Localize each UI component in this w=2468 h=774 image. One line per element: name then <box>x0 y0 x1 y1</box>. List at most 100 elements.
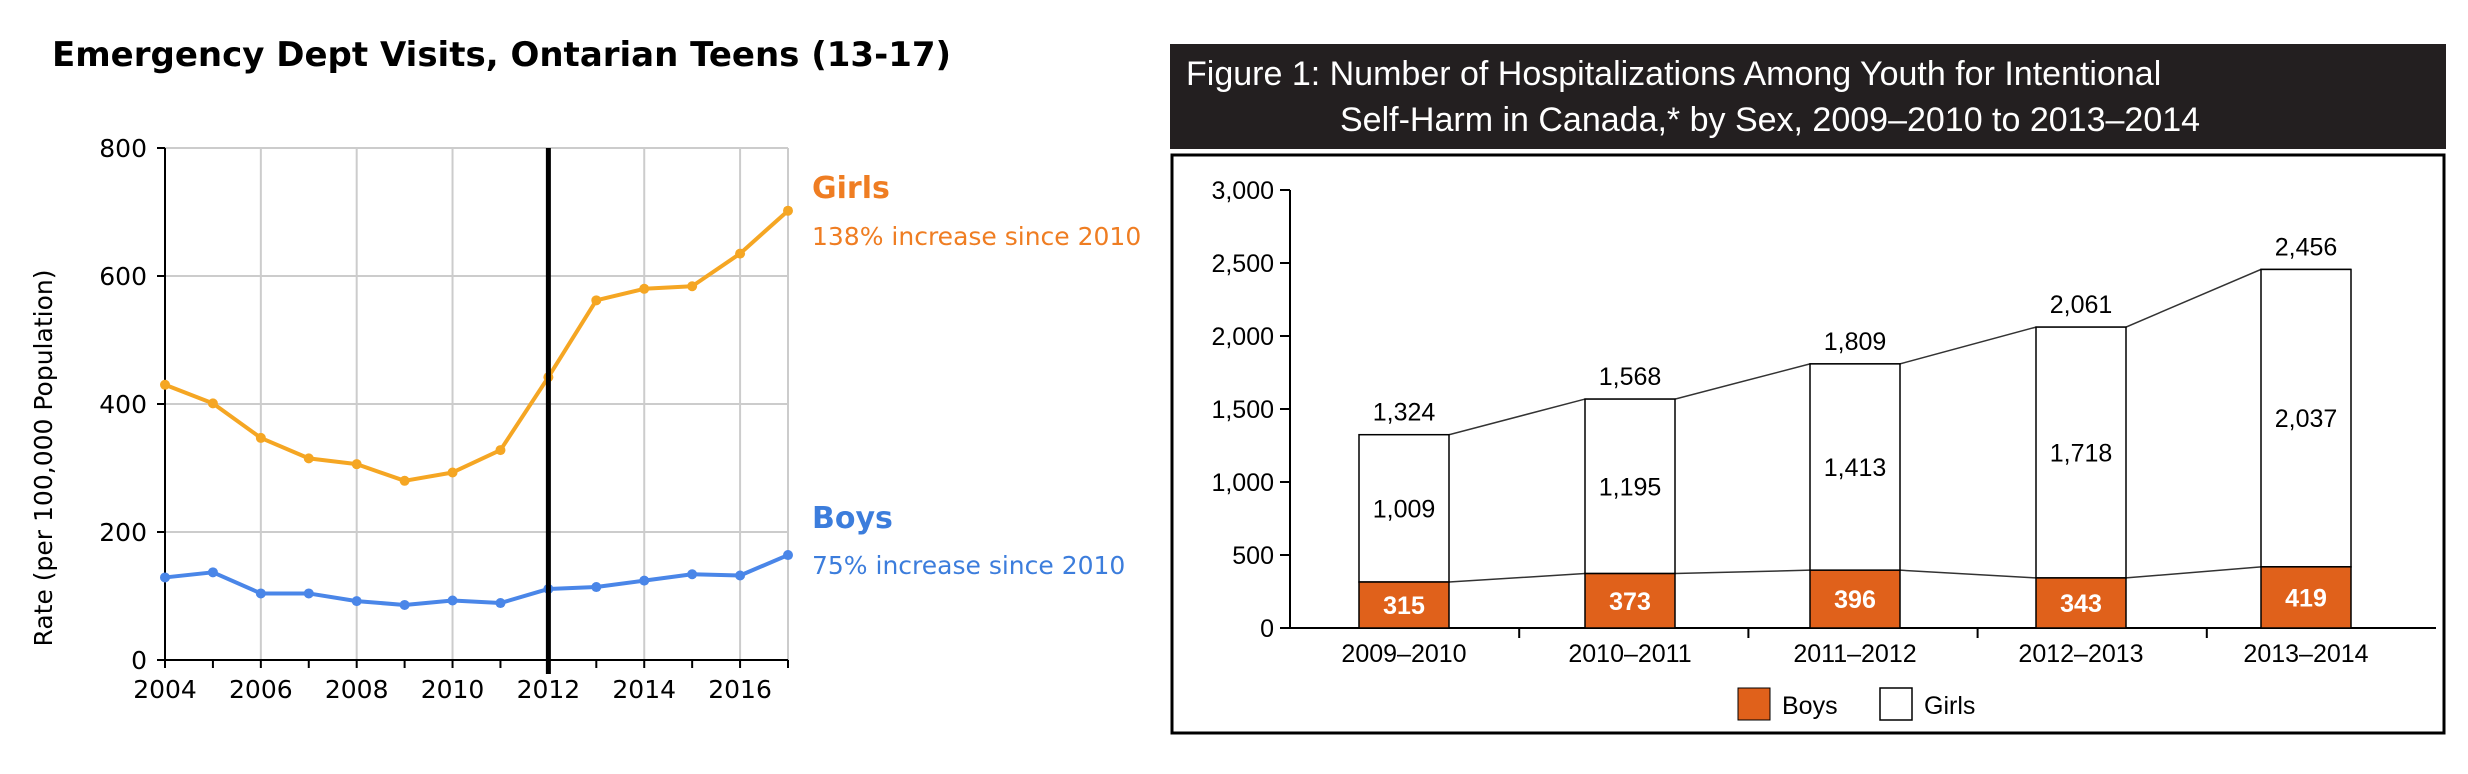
figure-title-line-2: Self-Harm in Canada,* by Sex, 2009–2010 … <box>1340 101 2200 139</box>
girls-point-2017 <box>783 205 793 216</box>
girls-increase-note: 138% increase since 2010 <box>812 222 1141 251</box>
right-x-tick-label-4: 2013–2014 <box>2243 640 2368 668</box>
girls-point-2010 <box>447 467 458 478</box>
bar-girls-label-2: 1,413 <box>1824 454 1887 482</box>
bar-total-label-4: 2,456 <box>2275 233 2338 261</box>
right-bars <box>1358 268 2352 629</box>
right-x-tick-label-0: 2009–2010 <box>1341 640 1466 668</box>
left-y-tick-label-800: 800 <box>99 134 147 163</box>
hospitalizations-bar-chart: Figure 1: Number of Hospitalizations Amo… <box>1170 44 2446 735</box>
left-x-tick-label-2010: 2010 <box>421 675 485 704</box>
girls-point-2016 <box>735 248 746 259</box>
left-grid <box>164 147 789 661</box>
legend-label-boys: Boys <box>1782 692 1838 720</box>
left-y-tick-label-200: 200 <box>99 518 147 547</box>
bar-boys-2 <box>1809 569 1901 629</box>
bar-boys-label-0: 315 <box>1383 592 1425 620</box>
right-x-tick-label-2: 2011–2012 <box>1793 640 1916 668</box>
ed-visits-line-chart: Emergency Dept Visits, Ontarian Teens (1… <box>29 35 1141 704</box>
right-bar-labels: 1,324 1,009 315 1,568 1,195 373 1,809 1,413 396 2… <box>1373 233 2338 620</box>
girls-point-2009 <box>399 475 410 486</box>
girls-point-2014 <box>639 283 650 294</box>
bar-girls-label-3: 1,718 <box>2050 440 2113 468</box>
right-x-tick-labels: 2009–2010 2010–2011 2011–2012 2012–2013 2013… <box>1341 640 2368 668</box>
bar-boys-label-2: 396 <box>1834 586 1876 614</box>
bar-girls-label-1: 1,195 <box>1599 473 1662 501</box>
boys-point-2004 <box>160 572 170 583</box>
left-x-tick-label-2014: 2014 <box>612 675 676 704</box>
left-y-axis-label: Rate (per 100,000 Population) <box>29 270 58 647</box>
left-x-tick-label-2006: 2006 <box>229 675 293 704</box>
bar-girls-label-4: 2,037 <box>2275 405 2338 433</box>
girls-point-2005 <box>207 398 218 409</box>
bar-boys-label-1: 373 <box>1609 588 1651 616</box>
boys-point-2010 <box>447 595 458 606</box>
legend-label-girls: Girls <box>1924 692 1975 720</box>
bar-boys-label-3: 343 <box>2060 590 2102 618</box>
left-x-tick-label-2004: 2004 <box>133 675 197 704</box>
boys-increase-note: 75% increase since 2010 <box>812 551 1125 580</box>
bar-boys-0 <box>1358 581 1450 629</box>
legend-swatch-boys <box>1737 687 1771 721</box>
girls-point-2006 <box>255 432 266 443</box>
bar-boys-1 <box>1584 572 1676 629</box>
figure-title-line-1: Figure 1: Number of Hospitalizations Amo… <box>1186 55 2161 93</box>
boys-point-2016 <box>735 570 746 581</box>
boys-point-2008 <box>351 596 362 607</box>
figure-frame <box>1170 153 2446 735</box>
left-y-tick-label-400: 400 <box>99 390 147 419</box>
left-y-tick-labels: 0 200 400 600 800 <box>99 134 147 675</box>
right-y-tick-label-1500: 1,500 <box>1211 396 1274 424</box>
right-y-tick-label-1000: 1,000 <box>1211 469 1274 497</box>
boys-point-2006 <box>255 588 266 599</box>
bar-girls-label-0: 1,009 <box>1373 495 1436 523</box>
left-x-tick-labels: 2004 2006 2008 2010 2012 2014 2016 <box>133 675 772 704</box>
boys-series-label: Boys <box>812 501 893 536</box>
boys-point-2007 <box>303 588 314 599</box>
left-x-tick-label-2008: 2008 <box>325 675 389 704</box>
right-x-tick-label-1: 2010–2011 <box>1568 640 1691 668</box>
girls-point-2008 <box>351 459 362 470</box>
girls-point-2013 <box>591 295 602 306</box>
bar-girls-3 <box>2035 326 2127 579</box>
bar-boys-3 <box>2035 577 2127 629</box>
left-series-annotations: Girls 138% increase since 2010 Boys 75% … <box>812 171 1141 580</box>
girls-point-2015 <box>687 281 698 292</box>
right-y-tick-label-3000: 3,000 <box>1211 177 1274 205</box>
right-y-tick-label-2500: 2,500 <box>1211 250 1274 278</box>
girls-point-2007 <box>303 453 314 464</box>
girls-point-2004 <box>160 379 170 390</box>
girls-series-line <box>164 209 790 483</box>
right-legend: Boys Girls <box>1737 687 1975 721</box>
right-y-tick-labels: 0 500 1,000 1,500 2,000 2,500 3,000 <box>1211 177 1274 643</box>
girls-point-2011 <box>495 445 506 456</box>
bar-total-label-2: 1,809 <box>1824 328 1887 356</box>
legend-swatch-girls <box>1879 687 1913 721</box>
boys-point-2009 <box>399 599 410 610</box>
left-x-tick-label-2012: 2012 <box>517 675 581 704</box>
boys-point-2014 <box>639 575 650 586</box>
left-chart-title: Emergency Dept Visits, Ontarian Teens (1… <box>52 35 951 75</box>
right-y-tick-label-0: 0 <box>1260 615 1274 643</box>
bar-girls-0 <box>1358 433 1450 583</box>
left-series <box>160 205 793 610</box>
right-y-tick-label-500: 500 <box>1232 542 1274 570</box>
bar-total-label-3: 2,061 <box>2050 291 2113 319</box>
left-y-tick-label-600: 600 <box>99 262 147 291</box>
bar-total-label-0: 1,324 <box>1373 399 1436 427</box>
bar-total-label-1: 1,568 <box>1599 363 1662 391</box>
boys-point-2015 <box>687 569 698 580</box>
bar-boys-4 <box>2260 566 2352 629</box>
boys-series-line <box>164 553 789 607</box>
boys-point-2013 <box>591 582 602 593</box>
girls-series-label: Girls <box>812 171 890 206</box>
boys-point-2011 <box>495 598 506 609</box>
right-x-tick-label-3: 2012–2013 <box>2018 640 2143 668</box>
boys-point-2017 <box>783 550 793 561</box>
bar-girls-2 <box>1809 363 1901 571</box>
boys-point-2005 <box>207 567 218 578</box>
bar-girls-4 <box>2260 268 2352 568</box>
right-y-tick-label-2000: 2,000 <box>1211 323 1274 351</box>
bar-boys-label-4: 419 <box>2285 584 2327 612</box>
